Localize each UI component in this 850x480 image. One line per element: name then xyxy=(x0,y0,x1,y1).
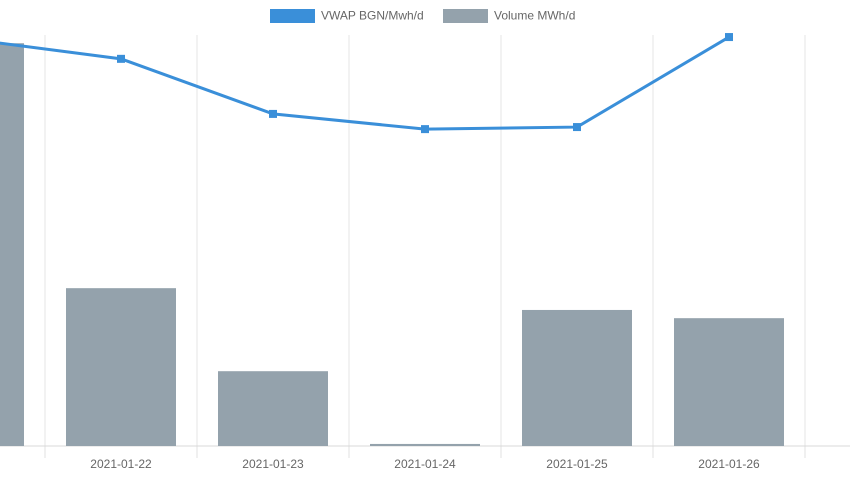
legend-label: Volume MWh/d xyxy=(494,9,575,23)
bar xyxy=(522,309,632,446)
point xyxy=(269,109,277,118)
x-tick-label: 2021-01-25 xyxy=(546,457,608,471)
legend-swatch xyxy=(443,9,488,23)
legend-swatch xyxy=(270,9,315,23)
point xyxy=(117,54,125,63)
x-tick-label: 2021-01-22 xyxy=(90,457,152,471)
legend-label: VWAP BGN/Mwh/d xyxy=(321,9,424,23)
bar xyxy=(0,43,24,446)
point xyxy=(421,125,429,134)
line xyxy=(0,35,730,131)
x-tick-label: 2021-01-24 xyxy=(394,457,456,471)
point xyxy=(725,33,733,42)
bar xyxy=(66,288,176,446)
point xyxy=(573,123,581,132)
x-tick-label: 2021-01-26 xyxy=(698,457,760,471)
bar xyxy=(218,371,328,446)
bar xyxy=(370,443,480,446)
bar xyxy=(674,318,784,446)
x-tick-label: 2021-01-23 xyxy=(242,457,304,471)
